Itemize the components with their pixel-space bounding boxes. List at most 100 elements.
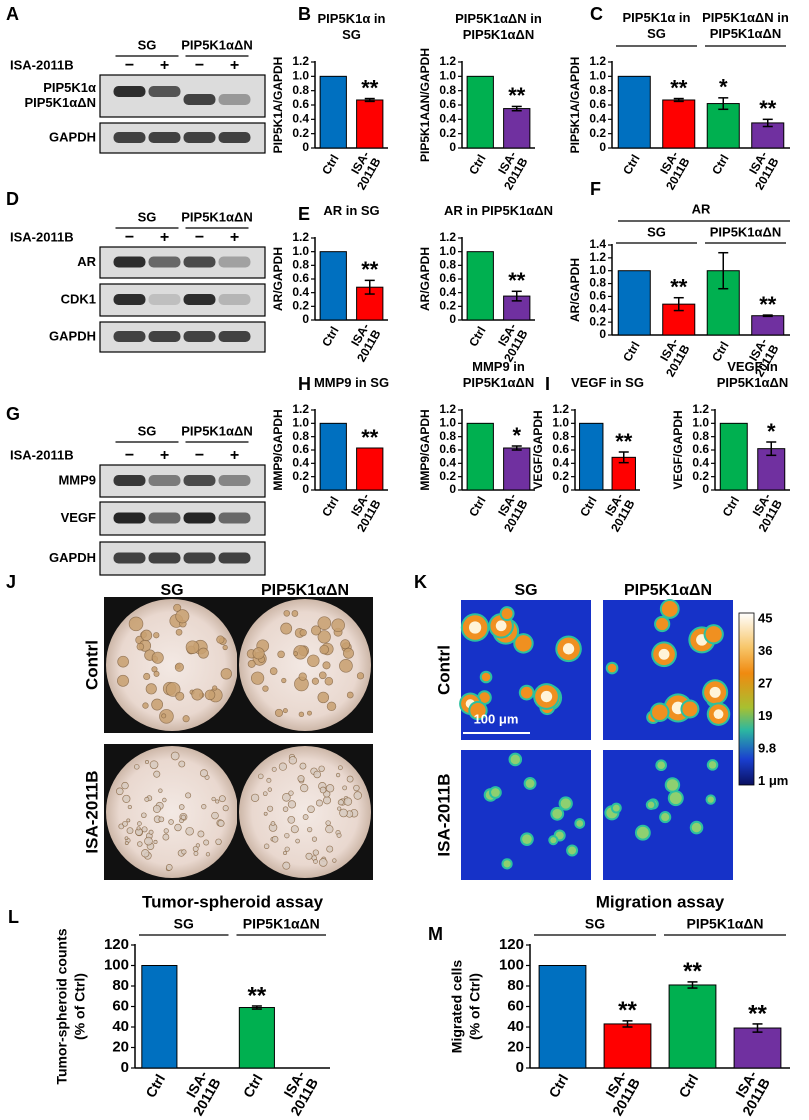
spheroid [636,826,649,839]
cell [142,702,149,709]
blot-band [148,294,181,305]
cell [326,845,334,853]
blot-band [183,132,216,143]
treatment-sign: − [125,229,134,246]
spheroid [707,796,714,803]
cell [300,783,309,793]
bar [579,422,604,491]
spheroid [503,860,511,868]
colorbar-label: 27 [758,675,772,690]
group-label: SG [138,423,157,438]
cell [185,640,200,654]
cell [174,823,182,832]
y-tick-label: 0.2 [552,469,569,483]
cell [269,667,278,675]
panel-letter: B [298,4,311,24]
cell [318,858,328,867]
chart-title: VEGF in PIP5K1αΔN [717,359,789,390]
chart-title: AR in SG [323,203,379,218]
cell [181,849,187,855]
cell [126,827,134,835]
y-tick-label: 0.4 [292,112,309,126]
y-tick-label: 0 [302,482,309,496]
cell [124,841,129,845]
cell [307,805,315,814]
spheroid [669,792,682,805]
row-label: Contrl [434,645,453,695]
cell [137,841,143,847]
blot-band [183,512,216,524]
y-tick-label: 0.4 [589,301,606,315]
y-tick-label: 0 [449,312,456,326]
cell [323,796,332,805]
cell [122,820,128,827]
panel-letter: H [298,374,311,394]
cell [353,791,362,800]
spheroid [682,701,698,717]
cell [317,630,331,644]
cell [311,625,322,636]
x-tick-label: Ctrl [720,494,742,519]
significance-mark: ** [618,997,637,1024]
cell [175,628,183,636]
cell [197,647,209,659]
cell [339,808,348,818]
y-tick-label: 80 [507,977,524,994]
cell [267,805,274,812]
x-tick-label: Ctrl [620,152,642,177]
cell [313,770,321,779]
y-axis-label: (% of Ctrl) [467,973,483,1040]
spheroid [576,820,584,827]
cell [266,777,272,783]
cell [222,805,229,812]
cell [174,662,184,672]
column-label: PIP5K1αΔN [261,582,349,599]
spheroid-peak [658,648,670,660]
bar [466,75,494,149]
cell [322,661,331,670]
row-label: VEGF [61,510,96,525]
cell [346,775,354,783]
cell [175,691,185,701]
cell [288,756,297,765]
y-tick-label: 0 [599,140,606,154]
panel-letter: D [6,189,19,209]
y-tick-label: 1.0 [439,244,456,258]
cell [287,800,297,809]
dish [106,599,238,731]
cell [199,769,208,778]
scale-bar-label: 100 μm [474,711,519,726]
cell [336,832,342,838]
x-tick-label: Ctrl [709,152,731,177]
x-tick-label: ISA-2011B [726,1067,773,1118]
row-label: MMP9 [58,472,96,487]
y-tick-label: 100 [499,956,524,973]
y-tick-label: 1.0 [552,416,569,430]
y-tick-label: 20 [507,1038,524,1055]
cell [126,818,131,823]
y-tick-label: 0.2 [292,299,309,313]
column-label: SG [160,582,183,599]
x-tick-label: Ctrl [319,152,341,177]
y-tick-label: 1.0 [292,416,309,430]
y-tick-label: 0.6 [589,289,606,303]
cell [218,795,226,803]
x-tick-label: ISA-2011B [490,491,531,535]
y-tick-label: 0.2 [589,314,606,328]
x-tick-label: Ctrl [466,152,488,177]
x-tick-label: Ctrl [620,339,642,364]
y-tick-label: 20 [112,1038,129,1055]
y-tick-label: 1.2 [552,402,569,416]
y-tick-label: 120 [499,936,524,953]
blot-band [148,475,181,486]
cell [307,654,320,667]
chart-title: Tumor-spheroid assay [142,892,324,911]
spheroid [661,601,678,617]
row-label: CDK1 [61,291,96,306]
cell [182,715,190,723]
cell [342,785,348,791]
y-tick-label: 40 [112,1018,129,1035]
row-label: ISA-2011B [434,773,453,856]
y-tick-label: 1.2 [439,230,456,244]
panel-letter: A [6,4,19,24]
